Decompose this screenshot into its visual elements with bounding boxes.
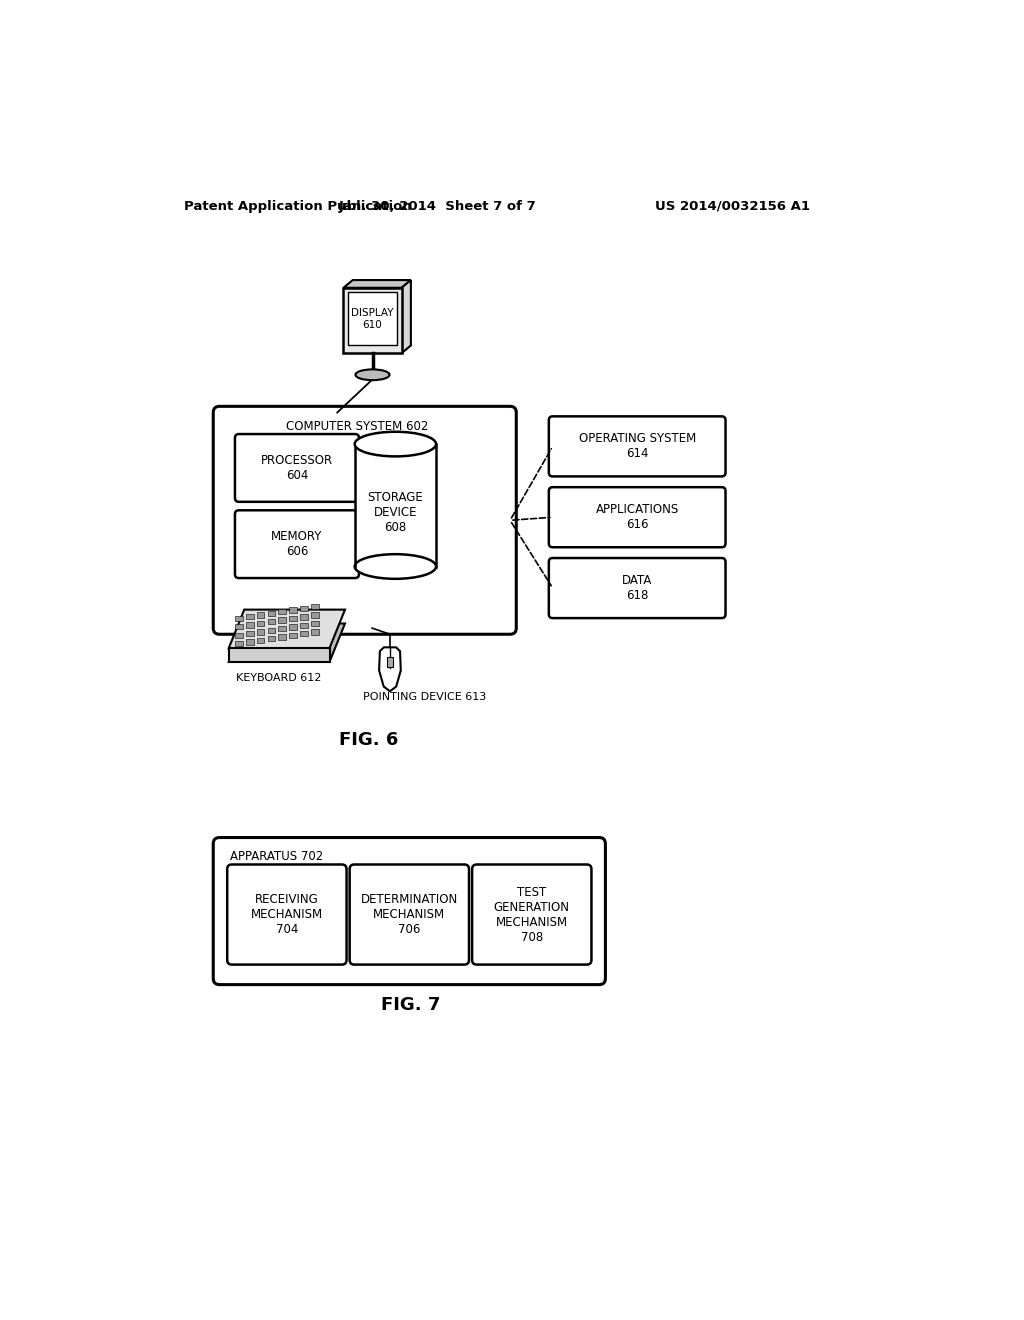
- Text: STORAGE
DEVICE
608: STORAGE DEVICE 608: [368, 491, 423, 535]
- Bar: [279, 626, 286, 631]
- Bar: [234, 632, 243, 638]
- Bar: [279, 609, 286, 614]
- Bar: [300, 631, 308, 636]
- Polygon shape: [228, 623, 345, 663]
- Text: OPERATING SYSTEM
614: OPERATING SYSTEM 614: [579, 433, 695, 461]
- Bar: [257, 612, 264, 618]
- Bar: [289, 615, 297, 622]
- FancyBboxPatch shape: [213, 837, 605, 985]
- Bar: [246, 623, 254, 628]
- Ellipse shape: [355, 370, 389, 380]
- Bar: [300, 606, 308, 611]
- Bar: [311, 630, 318, 635]
- Bar: [311, 605, 318, 610]
- FancyBboxPatch shape: [472, 865, 592, 965]
- Bar: [289, 607, 297, 612]
- FancyBboxPatch shape: [549, 416, 726, 477]
- Text: FIG. 7: FIG. 7: [381, 997, 440, 1014]
- Bar: [234, 624, 243, 630]
- Text: POINTING DEVICE 613: POINTING DEVICE 613: [364, 693, 486, 702]
- Text: TEST
GENERATION
MECHANISM
708: TEST GENERATION MECHANISM 708: [494, 886, 569, 944]
- Bar: [300, 623, 308, 628]
- Bar: [246, 639, 254, 644]
- Bar: [354, 444, 436, 566]
- Bar: [300, 614, 308, 619]
- Bar: [257, 630, 264, 635]
- Bar: [289, 624, 297, 630]
- Bar: [257, 638, 264, 643]
- FancyBboxPatch shape: [234, 511, 359, 578]
- Text: PROCESSOR
604: PROCESSOR 604: [261, 454, 333, 482]
- Text: APPARATUS 702: APPARATUS 702: [230, 850, 324, 863]
- Bar: [234, 615, 243, 620]
- Bar: [311, 612, 318, 618]
- Text: DETERMINATION
MECHANISM
706: DETERMINATION MECHANISM 706: [360, 894, 458, 936]
- Ellipse shape: [354, 432, 436, 457]
- Bar: [246, 614, 254, 619]
- Text: KEYBOARD 612: KEYBOARD 612: [237, 673, 322, 684]
- Text: COMPUTER SYSTEM 602: COMPUTER SYSTEM 602: [286, 420, 428, 433]
- Bar: [267, 627, 275, 634]
- Bar: [311, 620, 318, 626]
- Bar: [257, 620, 264, 626]
- Bar: [267, 636, 275, 642]
- Ellipse shape: [354, 554, 436, 578]
- Text: DISPLAY
610: DISPLAY 610: [351, 308, 394, 330]
- Text: US 2014/0032156 A1: US 2014/0032156 A1: [655, 199, 810, 213]
- FancyBboxPatch shape: [213, 407, 516, 635]
- Text: MEMORY
606: MEMORY 606: [271, 531, 323, 558]
- Text: DATA
618: DATA 618: [622, 574, 652, 602]
- Polygon shape: [379, 647, 400, 692]
- FancyBboxPatch shape: [349, 865, 469, 965]
- Text: RECEIVING
MECHANISM
704: RECEIVING MECHANISM 704: [251, 894, 323, 936]
- Bar: [267, 619, 275, 624]
- Bar: [279, 635, 286, 640]
- Polygon shape: [228, 610, 345, 648]
- Bar: [289, 632, 297, 638]
- Bar: [234, 642, 243, 647]
- Bar: [387, 657, 393, 667]
- Bar: [267, 611, 275, 616]
- Polygon shape: [401, 280, 411, 354]
- Bar: [348, 293, 397, 345]
- Text: FIG. 6: FIG. 6: [339, 731, 398, 748]
- Polygon shape: [343, 280, 411, 288]
- FancyBboxPatch shape: [549, 558, 726, 618]
- FancyBboxPatch shape: [549, 487, 726, 548]
- Polygon shape: [228, 648, 330, 663]
- Text: Patent Application Publication: Patent Application Publication: [183, 199, 412, 213]
- FancyBboxPatch shape: [234, 434, 359, 502]
- Polygon shape: [343, 288, 401, 354]
- Bar: [246, 631, 254, 636]
- Text: Jan. 30, 2014  Sheet 7 of 7: Jan. 30, 2014 Sheet 7 of 7: [339, 199, 537, 213]
- Bar: [279, 618, 286, 623]
- FancyBboxPatch shape: [227, 865, 346, 965]
- Text: APPLICATIONS
616: APPLICATIONS 616: [596, 503, 679, 531]
